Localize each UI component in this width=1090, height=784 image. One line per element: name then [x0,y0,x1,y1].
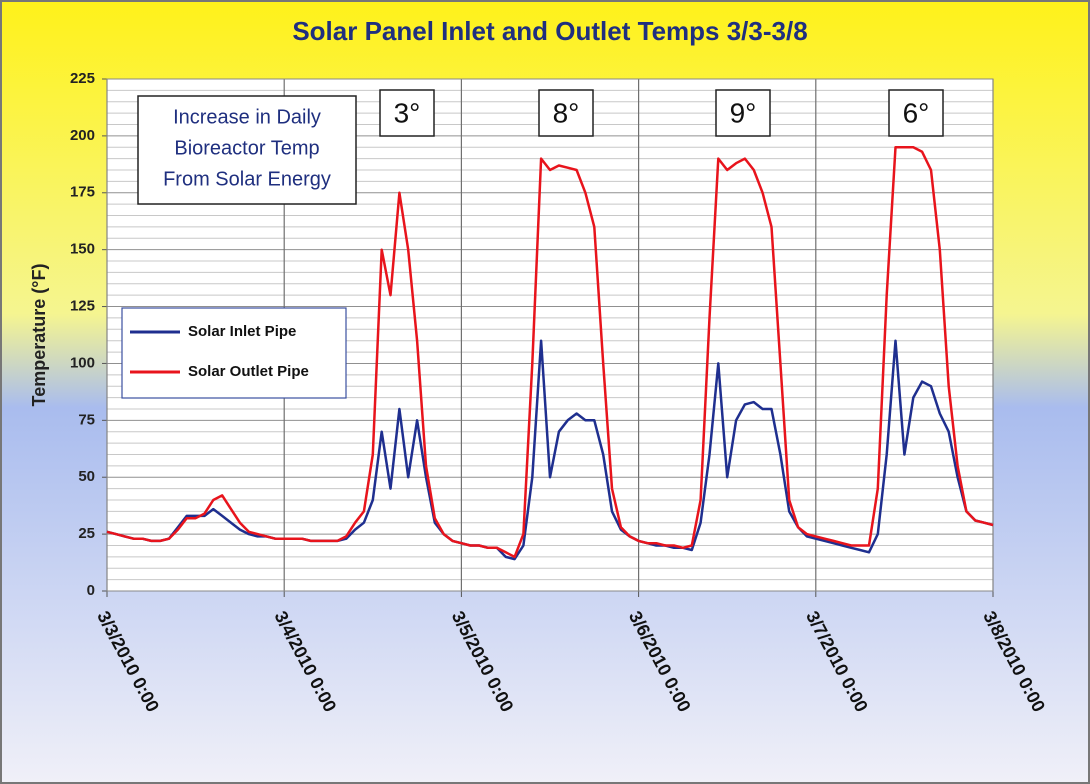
annotation-text: Increase in Daily [173,106,321,128]
plot-border [106,78,994,592]
annotation-box [715,89,771,137]
y-tick-label: 175 [70,184,95,201]
annotation-box [538,89,594,137]
legend-label: Solar Inlet Pipe [188,323,296,340]
series-line [106,146,994,559]
legend-label: Solar Outlet Pipe [188,363,309,380]
annotation-text: 9° [730,97,757,128]
y-tick-label: 50 [78,468,95,485]
y-tick-label: 125 [70,298,95,315]
legend-box [121,307,347,399]
y-tick-label: 200 [70,127,95,144]
annotation-text: 6° [903,97,930,128]
y-tick-label: 25 [78,525,95,542]
y-tick-label: 100 [70,354,95,371]
y-tick-label: 0 [87,582,95,599]
y-tick-label: 225 [70,70,95,87]
y-tick-label: 150 [70,241,95,258]
annotation-box [888,89,944,137]
chart-title: Solar Panel Inlet and Outlet Temps 3/3-3… [292,16,807,46]
y-tick-label: 75 [78,411,95,428]
annotation-box [137,95,357,205]
annotation-text: 8° [553,97,580,128]
annotation-text: From Solar Energy [163,168,331,190]
annotation-text: Bioreactor Temp [174,137,319,159]
annotation-text: 3° [394,97,421,128]
series-line [106,339,994,561]
y-axis-label: Temperature (°F) [29,264,49,407]
annotation-box [379,89,435,137]
